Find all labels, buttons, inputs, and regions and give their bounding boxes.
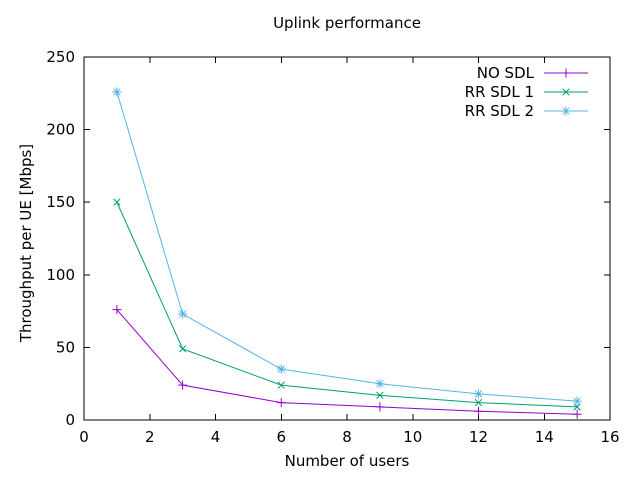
legend-label: NO SDL (476, 63, 534, 82)
series-marker-rr-sdl-1 (573, 403, 581, 411)
legend-marker-rr-sdl-2 (561, 106, 571, 115)
legend-sample-rr-sdl-2 (544, 106, 588, 115)
legend-label: RR SDL 2 (464, 101, 534, 120)
x-tick-label: 4 (211, 428, 221, 446)
series-marker-rr-sdl-1 (474, 398, 483, 407)
y-tick-label: 200 (46, 121, 75, 139)
series-marker-no-sdl (474, 406, 483, 416)
chart-title: Uplink performance (273, 14, 421, 32)
series-marker-rr-sdl-2 (112, 87, 122, 97)
y-tick-label: 0 (65, 411, 75, 429)
series-marker-no-sdl (276, 398, 286, 408)
legend-marker-rr-sdl-1 (562, 87, 570, 96)
x-axis-label: Number of users (284, 452, 410, 470)
series-marker-rr-sdl-2 (375, 379, 385, 389)
series-line-rr-sdl-1 (116, 201, 578, 408)
legend-sample-no-sdl (544, 68, 588, 77)
series-marker-rr-sdl-1 (113, 198, 121, 206)
series-marker-no-sdl (375, 402, 385, 412)
legend-label: RR SDL 1 (464, 82, 534, 101)
y-tick-label: 150 (46, 193, 75, 211)
series-line-rr-sdl-2 (116, 91, 578, 402)
series-marker-rr-sdl-1 (178, 345, 187, 353)
legend-item-no-sdl: NO SDL (465, 63, 589, 82)
x-tick-label: 8 (342, 428, 352, 446)
x-tick-label: 16 (600, 428, 619, 446)
legend-item-rr-sdl-2: RR SDL 2 (465, 101, 589, 120)
series-marker-rr-sdl-2 (572, 396, 582, 406)
series-marker-rr-sdl-1 (376, 391, 384, 399)
y-axis-label: Throughput per UE [Mbps] (17, 143, 35, 343)
x-tick-label: 6 (276, 428, 286, 446)
legend-sample-rr-sdl-1 (544, 87, 588, 96)
series-line-no-sdl (116, 309, 578, 415)
series-marker-rr-sdl-2 (276, 364, 286, 374)
y-tick-label: 250 (46, 48, 75, 66)
y-tick-label: 50 (56, 338, 75, 356)
legend-item-rr-sdl-1: RR SDL 1 (465, 82, 589, 101)
series-marker-rr-sdl-2 (178, 309, 188, 319)
series-marker-no-sdl (112, 305, 122, 315)
series-marker-no-sdl (572, 409, 582, 419)
y-tick-label: 100 (46, 266, 75, 284)
series-marker-rr-sdl-2 (474, 389, 483, 399)
series-marker-no-sdl (178, 380, 188, 390)
x-tick-label: 12 (469, 428, 488, 446)
legend: NO SDL RR SDL 1 RR SDL 2 (465, 63, 589, 120)
x-tick-label: 14 (535, 428, 554, 446)
legend-marker-no-sdl (561, 68, 571, 77)
x-tick-label: 2 (145, 428, 155, 446)
x-tick-label: 10 (403, 428, 422, 446)
x-tick-label: 0 (79, 428, 89, 446)
series-marker-rr-sdl-1 (277, 381, 285, 389)
